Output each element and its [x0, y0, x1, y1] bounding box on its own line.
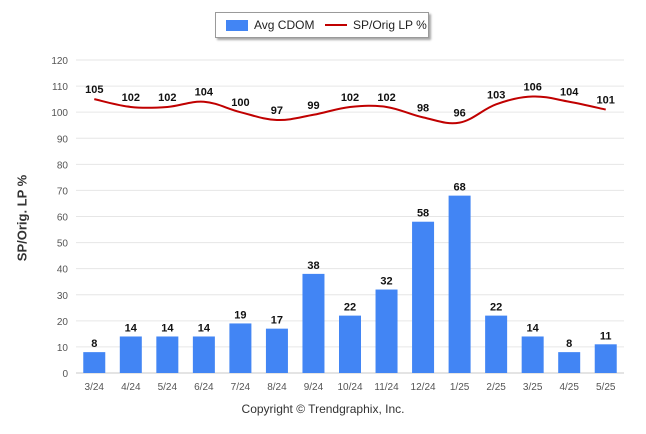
- x-tick-label: 6/24: [194, 382, 214, 393]
- bar-data-label: 8: [91, 338, 97, 350]
- bar-data-label: 58: [417, 208, 429, 220]
- bar-data-label: 14: [198, 322, 211, 334]
- line-data-label: 102: [158, 92, 176, 104]
- line-data-label: 102: [377, 92, 395, 104]
- bar-data-label: 38: [307, 260, 319, 272]
- line-data-label: 102: [122, 92, 140, 104]
- bar-data-label: 8: [566, 338, 572, 350]
- bar-data-label: 14: [125, 322, 138, 334]
- x-tick-label: 8/24: [267, 382, 287, 393]
- line-data-label: 97: [271, 105, 283, 117]
- bar: [265, 328, 288, 373]
- x-tick-label: 3/25: [523, 382, 543, 393]
- bar: [448, 195, 471, 373]
- x-axis-ticks: 3/24 4/24 5/24 6/24 7/24 8/24 9/24 10/24 11/24 12…: [85, 382, 616, 393]
- x-tick-label: 3/24: [85, 382, 105, 393]
- line-data-label: 104: [195, 87, 214, 99]
- line-data-label: 99: [307, 100, 319, 112]
- x-tick-label: 5/25: [596, 382, 616, 393]
- y-tick-label: 70: [57, 186, 69, 197]
- bar: [375, 289, 398, 373]
- y-tick-label: 90: [57, 134, 69, 145]
- y-axis-label: SP/Orig. LP %: [14, 174, 30, 262]
- x-tick-label: 10/24: [337, 382, 362, 393]
- x-tick-label: 1/25: [450, 382, 470, 393]
- line-data-label: 98: [417, 102, 429, 114]
- bar-data-label: 14: [161, 322, 174, 334]
- y-tick-label: 80: [57, 160, 69, 171]
- y-tick-label: 40: [57, 265, 69, 276]
- line-data-label: 106: [523, 82, 541, 94]
- legend-label-line: SP/Orig LP %: [353, 18, 427, 32]
- x-tick-label: 5/24: [158, 382, 178, 393]
- y-tick-label: 60: [57, 213, 69, 224]
- bar-data-label: 32: [380, 276, 392, 288]
- bar: [412, 221, 435, 373]
- legend-label-bar: Avg CDOM: [254, 18, 315, 32]
- bar: [558, 352, 581, 373]
- bar-data-labels: 8 14 14 14 19 17 38 22 32 58 68 22 14 8 11: [91, 182, 611, 351]
- x-tick-label: 9/24: [304, 382, 324, 393]
- bar-data-label: 22: [344, 302, 356, 314]
- bar: [339, 315, 361, 373]
- bar: [119, 336, 142, 373]
- line-series: [94, 95, 606, 125]
- y-tick-label: 110: [52, 82, 68, 93]
- x-tick-label: 12/24: [411, 382, 436, 393]
- y-tick-label: 50: [57, 239, 69, 250]
- y-tick-label: 120: [51, 56, 68, 67]
- y-tick-label: 30: [57, 291, 69, 302]
- y-axis-ticks: 0 10 20 30 40 50 60 70 80 90 100 110 120: [51, 56, 68, 380]
- series-line: [94, 95, 606, 125]
- bar: [521, 336, 544, 373]
- bar: [594, 344, 617, 373]
- line-data-labels: 105 102 102 104 100 97 99 102 102 98 96 103 106 104 10…: [85, 82, 615, 120]
- line-data-label: 101: [597, 95, 615, 107]
- y-tick-label: 100: [51, 108, 68, 119]
- line-data-label: 96: [453, 108, 465, 120]
- x-tick-label: 7/24: [231, 382, 251, 393]
- bar: [229, 323, 252, 373]
- legend-swatch-line: [325, 24, 347, 26]
- line-data-label: 103: [487, 89, 505, 101]
- bar-data-label: 14: [527, 322, 540, 334]
- bar-data-label: 19: [234, 309, 246, 321]
- bar: [83, 352, 106, 373]
- y-tick-label: 0: [62, 369, 68, 380]
- y-tick-label: 20: [57, 317, 69, 328]
- bar-data-label: 22: [490, 302, 502, 314]
- legend-item-bar[interactable]: Avg CDOM: [226, 18, 314, 32]
- line-data-label: 104: [560, 87, 579, 99]
- copyright-text: Copyright © Trendgraphix, Inc.: [241, 402, 405, 416]
- x-tick-label: 4/25: [559, 382, 579, 393]
- bar: [302, 273, 325, 373]
- line-data-label: 100: [231, 97, 249, 109]
- x-tick-label: 4/24: [121, 382, 141, 393]
- line-data-label: 102: [341, 92, 359, 104]
- bar: [192, 336, 215, 373]
- x-tick-label: 11/24: [374, 382, 399, 393]
- legend-item-line[interactable]: SP/Orig LP %: [325, 18, 427, 32]
- bar-data-label: 68: [453, 182, 465, 194]
- bar-data-label: 17: [271, 315, 283, 327]
- bar: [485, 315, 508, 373]
- bar-data-label: 11: [600, 330, 612, 342]
- legend: Avg CDOM SP/Orig LP %: [215, 12, 429, 38]
- x-tick-label: 2/25: [486, 382, 506, 393]
- line-data-label: 105: [85, 84, 103, 96]
- bar: [156, 336, 179, 373]
- gridlines: [76, 59, 624, 374]
- bar-series: [83, 195, 617, 373]
- legend-swatch-bar: [226, 19, 248, 31]
- y-tick-label: 10: [57, 343, 69, 354]
